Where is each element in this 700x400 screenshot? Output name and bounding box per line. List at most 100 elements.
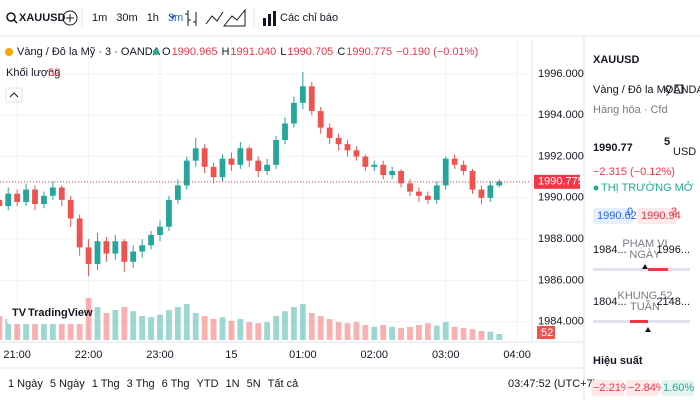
range-button[interactable]: 1 Thg bbox=[92, 378, 120, 390]
panel-status: THỊ TRƯỜNG MỞ bbox=[601, 181, 694, 194]
volume-bar bbox=[103, 313, 110, 340]
volume-bar bbox=[85, 298, 92, 340]
volume-bar bbox=[487, 331, 494, 340]
candle-body bbox=[183, 160, 190, 186]
symbol-logo bbox=[5, 48, 13, 56]
range-button[interactable]: 3 Thg bbox=[127, 378, 155, 390]
watermark: TradingView bbox=[28, 307, 93, 319]
candle-body bbox=[94, 241, 101, 264]
range-button[interactable]: 6 Thg bbox=[162, 378, 190, 390]
day-range-fill bbox=[648, 268, 668, 271]
volume-bar bbox=[174, 307, 181, 340]
candle-body bbox=[210, 166, 217, 178]
ohlc-value: 1991.040 bbox=[230, 46, 276, 58]
add-symbol-plus bbox=[66, 14, 74, 22]
range-button[interactable]: 5 Ngày bbox=[50, 378, 85, 390]
volume-bar bbox=[398, 328, 404, 340]
day-high: 1996... bbox=[656, 244, 690, 256]
x-tick-label: 01:00 bbox=[289, 349, 317, 361]
candle-body bbox=[317, 111, 324, 128]
range-button[interactable]: Tất cả bbox=[268, 378, 299, 390]
ohlc-key: C bbox=[337, 46, 345, 58]
search-icon[interactable] bbox=[6, 12, 16, 22]
ohlc-change: −0.190 (−0.01%) bbox=[396, 46, 478, 58]
interval-menu[interactable] bbox=[168, 14, 176, 19]
day-range-label: PHẠM VI bbox=[622, 238, 667, 250]
watermark-logo: TV bbox=[12, 307, 27, 319]
ohlc-value: 1990.775 bbox=[346, 46, 392, 58]
interval-button[interactable]: 1m bbox=[92, 12, 107, 24]
panel-name: Vàng / Đô la Mỹ bbox=[593, 84, 672, 96]
volume-bar bbox=[228, 320, 235, 340]
volume-bar bbox=[130, 311, 137, 340]
y-tick-label: 1990.000 bbox=[538, 192, 584, 204]
day-range-bar bbox=[593, 268, 690, 271]
volume-bar bbox=[362, 325, 369, 340]
volume-bar bbox=[389, 326, 396, 340]
line-icon[interactable] bbox=[205, 11, 224, 25]
external-link[interactable] bbox=[674, 84, 684, 94]
y-tick-label: 1986.000 bbox=[538, 274, 584, 286]
candle-body bbox=[112, 241, 119, 254]
volume-bar bbox=[5, 319, 12, 340]
x-tick-label: 23:00 bbox=[146, 349, 174, 361]
volume-bar bbox=[49, 320, 56, 340]
ohlc-key: O bbox=[162, 46, 171, 58]
panel-symbol: XAUUSD bbox=[593, 54, 640, 66]
range-button[interactable]: 1 Ngày bbox=[8, 378, 43, 390]
candle-body bbox=[335, 137, 342, 145]
ask-small: 3 bbox=[671, 206, 677, 218]
performance-box bbox=[591, 380, 624, 396]
candle-icon[interactable] bbox=[185, 10, 197, 26]
volume-bar bbox=[67, 313, 74, 340]
volume-bar bbox=[380, 325, 387, 340]
indicators-button[interactable]: Các chỉ báo bbox=[280, 12, 338, 24]
volume-bar bbox=[469, 329, 476, 340]
add-symbol[interactable] bbox=[62, 10, 78, 26]
volume-bar bbox=[166, 310, 172, 340]
collapse-legend[interactable] bbox=[5, 87, 23, 103]
interval-button[interactable]: 3m bbox=[168, 12, 183, 24]
candle-body bbox=[442, 158, 449, 186]
volume-bar bbox=[433, 325, 440, 340]
symbol-search[interactable]: XAUUSD bbox=[19, 12, 66, 24]
range-button[interactable]: 1N bbox=[226, 378, 240, 390]
panel-exchange: · OANDA bbox=[658, 84, 700, 96]
legend-title: Vàng / Đô la Mỹ · 3 · OANDA bbox=[17, 46, 161, 58]
volume-bar bbox=[219, 317, 226, 340]
candle-body bbox=[371, 164, 378, 167]
bid: 1990.62 bbox=[597, 210, 637, 222]
panel-price-small: 5 bbox=[664, 136, 670, 148]
x-tick-label: 21:00 bbox=[3, 349, 31, 361]
candle-body bbox=[85, 247, 92, 264]
volume-bar bbox=[478, 331, 485, 340]
range-button[interactable]: 5N bbox=[247, 378, 261, 390]
volume-bar bbox=[317, 316, 324, 340]
interval-button[interactable]: 30m bbox=[116, 12, 137, 24]
volume-bar bbox=[121, 307, 128, 340]
x-tick-label: 03:00 bbox=[432, 349, 460, 361]
volume-bar bbox=[41, 323, 47, 340]
week52-low: 1804... bbox=[593, 296, 627, 308]
candle-body bbox=[166, 199, 172, 227]
volume-bar bbox=[148, 317, 154, 340]
candle-body bbox=[362, 156, 369, 167]
volume-value: 52 bbox=[48, 67, 60, 79]
volume-bar bbox=[157, 314, 163, 340]
candle-body bbox=[416, 191, 422, 196]
day-range-marker bbox=[642, 264, 648, 269]
y-tick-label: 1994.000 bbox=[538, 109, 584, 121]
x-tick-label: 04:00 bbox=[503, 349, 531, 361]
range-button[interactable]: YTD bbox=[197, 378, 219, 390]
y-tick-label: 1992.000 bbox=[538, 150, 584, 162]
volume-bar bbox=[237, 319, 244, 340]
area-icon[interactable] bbox=[222, 8, 246, 27]
day-low: 1984... bbox=[593, 244, 627, 256]
candle-body bbox=[5, 193, 12, 207]
interval-button[interactable]: 1h bbox=[147, 12, 159, 24]
volume-bar bbox=[255, 323, 262, 340]
panel-price: 1990.77 bbox=[593, 142, 633, 154]
candle-body bbox=[433, 185, 440, 200]
candle-body bbox=[460, 164, 467, 171]
